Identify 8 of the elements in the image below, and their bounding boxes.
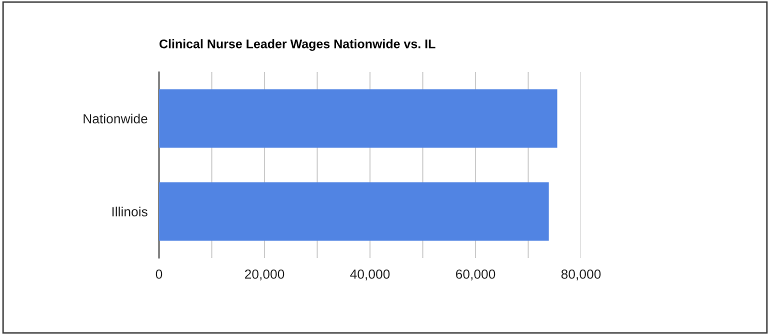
x-tick-label: 40,000 (350, 269, 390, 280)
x-tick-label: 80,000 (561, 269, 601, 280)
y-tick-label: Illinois (112, 206, 148, 216)
x-tick-label: 60,000 (456, 269, 496, 280)
chart-title: Clinical Nurse Leader Wages Nationwide vs. IL (160, 39, 436, 51)
x-tick-label: 20,000 (244, 269, 284, 280)
x-tick-label: 0 (156, 269, 162, 279)
y-tick-label: Nationwide (84, 114, 148, 124)
